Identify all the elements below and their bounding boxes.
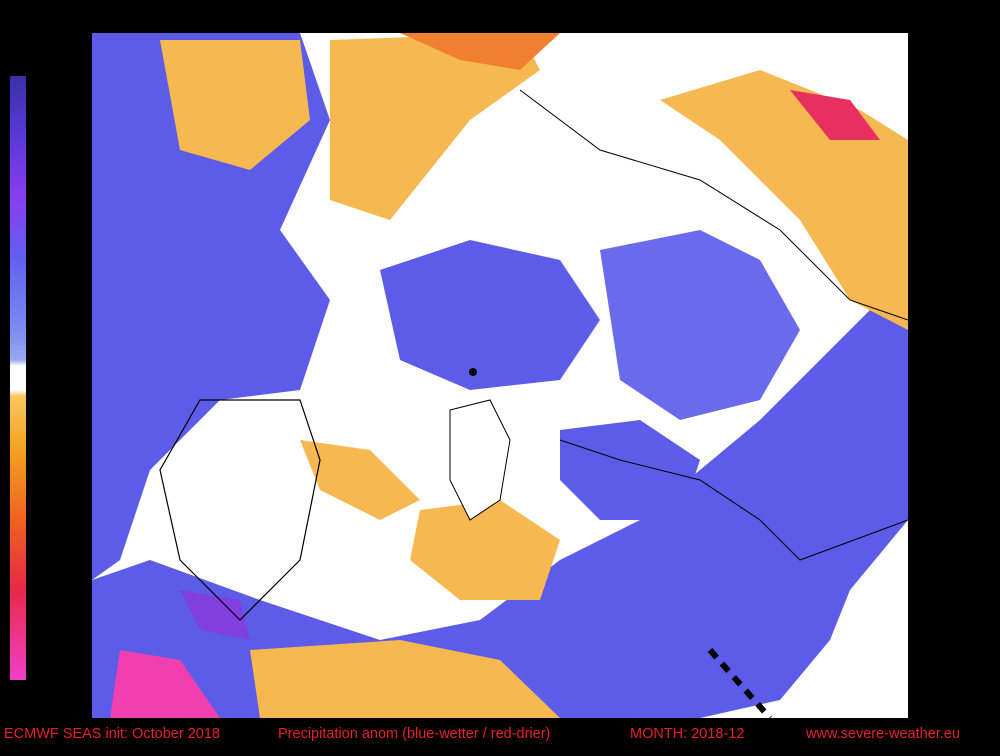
wet-area <box>92 33 330 580</box>
greenland <box>449 399 511 521</box>
wet-area <box>92 300 908 718</box>
dry-area <box>400 33 560 70</box>
dry-area <box>110 650 220 718</box>
coastline <box>559 439 908 561</box>
dry-area <box>790 90 880 140</box>
wet-area <box>600 230 800 420</box>
footer-model: ECMWF SEAS init: October 2018 <box>4 726 220 742</box>
north-pole <box>469 368 477 376</box>
dry-area <box>300 440 420 520</box>
wet-area <box>380 240 600 390</box>
dry-area <box>330 33 540 220</box>
wet-area <box>180 590 250 640</box>
footer-site: www.severe-weather.eu <box>805 726 960 742</box>
wet-area <box>560 420 700 520</box>
colorbar <box>10 76 26 680</box>
dry-area <box>160 40 310 170</box>
footer-month: MONTH: 2018-12 <box>630 726 744 742</box>
footer-product: Precipitation anom (blue-wetter / red-dr… <box>278 726 550 742</box>
coastline <box>159 399 321 621</box>
map-edge <box>707 648 773 718</box>
coastline <box>519 89 908 321</box>
map <box>92 33 908 718</box>
dry-area <box>410 500 560 600</box>
dry-area <box>250 640 560 718</box>
